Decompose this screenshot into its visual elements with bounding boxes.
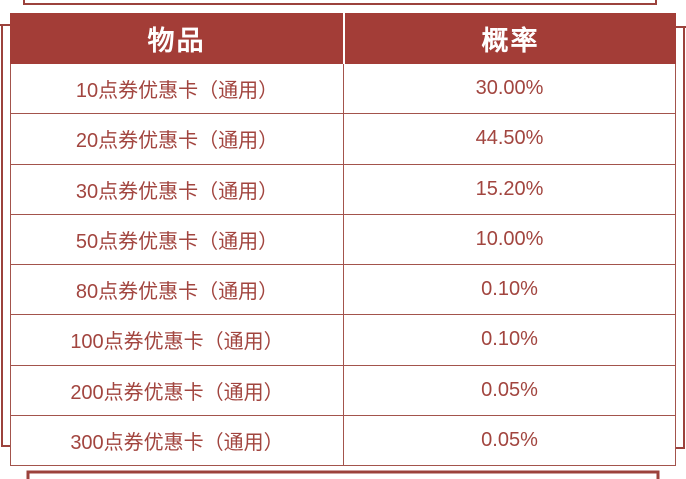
frame-bottom-bracket	[26, 470, 660, 479]
item-cell: 200点券优惠卡（通用）	[11, 365, 344, 415]
probability-cell: 10.00%	[475, 227, 544, 250]
probability-column-header: 概率	[481, 26, 540, 56]
item-cell: 80点券优惠卡（通用）	[11, 265, 344, 315]
item-cell: 10点券优惠卡（通用）	[11, 64, 344, 114]
probability-cell: 0.05%	[481, 428, 538, 451]
table-row: 30点券优惠卡（通用） 15.20%	[11, 164, 675, 215]
table-row: 100点券优惠卡（通用） 0.10%	[11, 315, 675, 366]
probability-cell: 0.10%	[481, 278, 538, 301]
probability-cell: 44.50%	[475, 127, 544, 150]
item-cell: 20点券优惠卡（通用）	[11, 114, 344, 164]
table-row: 50点券优惠卡（通用） 10.00%	[11, 214, 675, 265]
table-header-row: 物品 概率	[10, 13, 676, 64]
item-cell: 100点券优惠卡（通用）	[11, 315, 344, 365]
table-row: 20点券优惠卡（通用） 44.50%	[11, 114, 675, 165]
item-cell: 30点券优惠卡（通用）	[11, 164, 344, 214]
header-column-divider	[343, 13, 345, 64]
probability-cell: 0.05%	[481, 378, 538, 401]
frame-right-edge	[674, 27, 685, 455]
table-row: 80点券优惠卡（通用） 0.10%	[11, 265, 675, 316]
frame-top-bracket	[23, 0, 657, 5]
probability-table: 物品 概率 10点券优惠卡（通用） 30.00% 20点券优惠卡（通用） 44.…	[10, 13, 676, 466]
item-cell: 50点券优惠卡（通用）	[11, 214, 344, 264]
table-row: 200点券优惠卡（通用） 0.05%	[11, 365, 675, 416]
items-column-header: 物品	[147, 26, 206, 56]
probability-cell: 30.00%	[475, 77, 544, 100]
probability-cell: 15.20%	[475, 177, 544, 200]
table-body: 10点券优惠卡（通用） 30.00% 20点券优惠卡（通用） 44.50% 30…	[10, 64, 676, 466]
table-row: 10点券优惠卡（通用） 30.00%	[11, 64, 675, 115]
probability-cell: 0.10%	[481, 328, 538, 351]
table-row: 300点券优惠卡（通用） 0.05%	[11, 415, 675, 466]
item-cell: 300点券优惠卡（通用）	[11, 415, 344, 465]
